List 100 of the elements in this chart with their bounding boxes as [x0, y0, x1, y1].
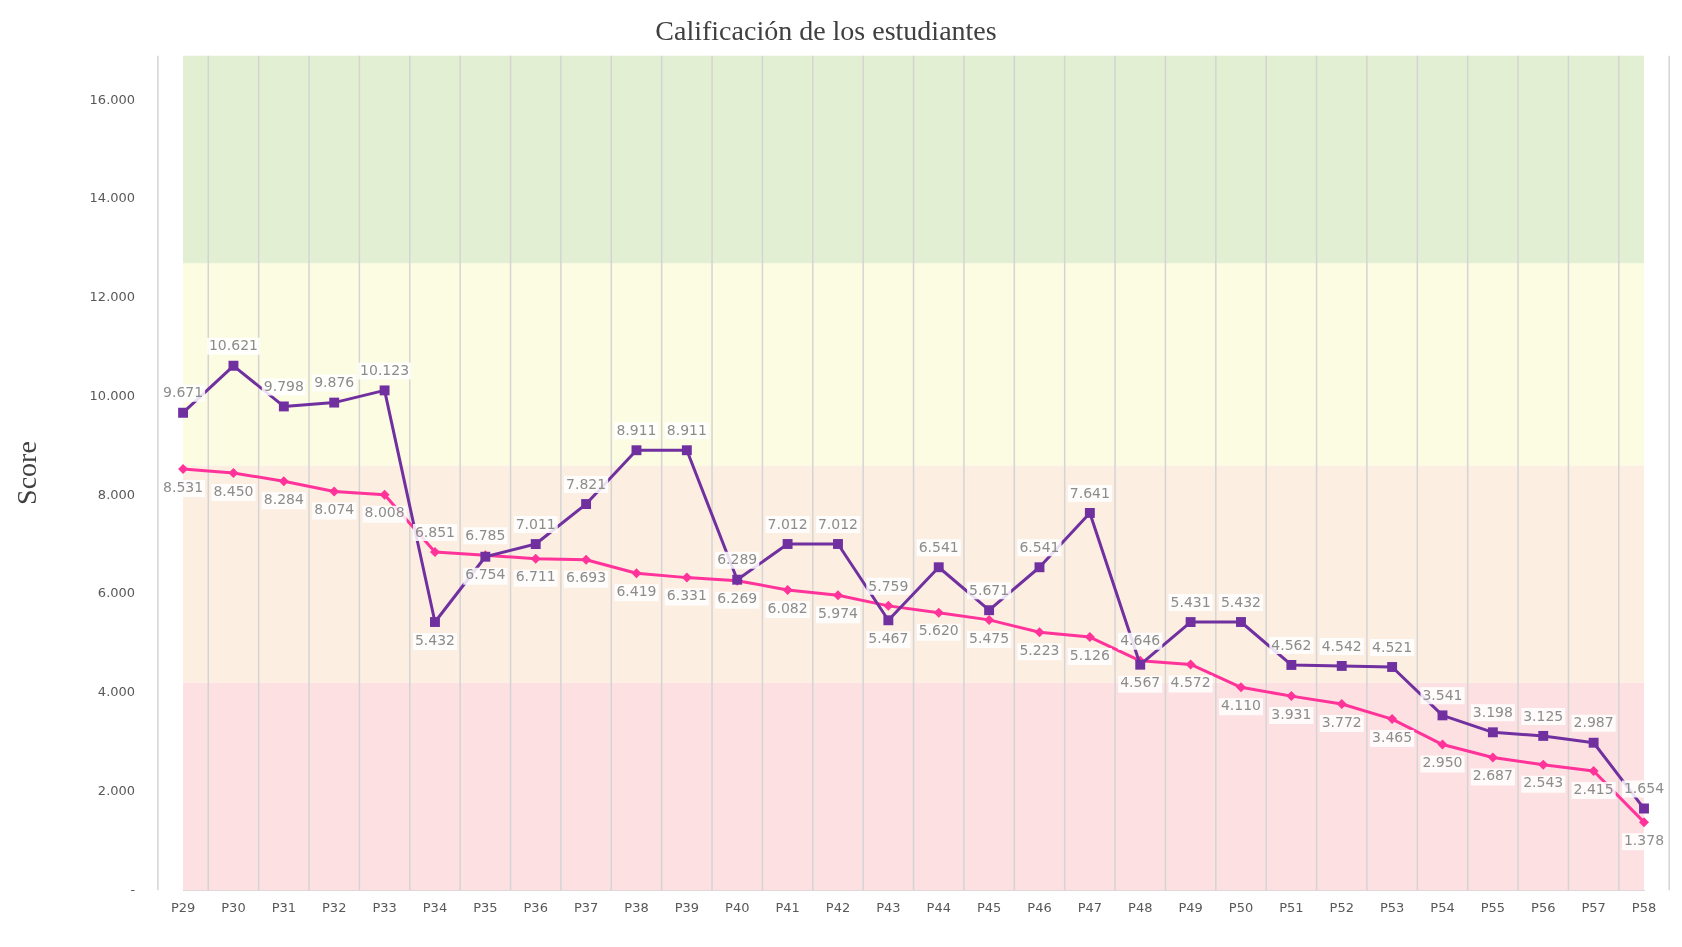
point — [984, 614, 995, 625]
point — [984, 605, 995, 616]
data-label: 1.378 — [1623, 831, 1665, 848]
data-label: 6.754 — [465, 566, 506, 583]
x-tick-label: P32 — [322, 900, 347, 916]
point — [429, 546, 440, 557]
point — [1185, 659, 1196, 670]
data-label: 3.772 — [1321, 713, 1362, 730]
point — [1538, 730, 1549, 741]
point — [1034, 562, 1045, 573]
data-label: 7.641 — [1069, 484, 1110, 501]
x-tick-label: P51 — [1279, 900, 1304, 916]
data-label: 5.974 — [817, 604, 859, 621]
x-tick-label: P41 — [775, 900, 800, 916]
point — [1235, 682, 1246, 693]
data-label: 5.475 — [969, 629, 1010, 646]
x-tick-label: P38 — [624, 900, 649, 916]
data-label: 6.851 — [414, 523, 456, 540]
point — [681, 445, 692, 456]
point — [178, 407, 189, 418]
data-label: 8.911 — [616, 421, 657, 438]
point — [278, 476, 289, 487]
data-label: 8.008 — [364, 504, 405, 521]
data-label: 6.693 — [566, 569, 607, 586]
data-label: 9.798 — [263, 378, 304, 395]
point — [782, 539, 793, 549]
data-label: 7.821 — [566, 475, 607, 492]
point — [1286, 660, 1297, 670]
x-tick-label: P55 — [1480, 900, 1506, 916]
data-label: 5.620 — [918, 622, 959, 639]
data-label: 6.785 — [465, 526, 506, 543]
data-label: 7.012 — [767, 515, 808, 532]
point — [430, 617, 440, 627]
x-tick-label: P30 — [221, 900, 246, 916]
point — [228, 360, 239, 371]
point — [581, 554, 592, 565]
data-label: 9.671 — [163, 384, 204, 401]
x-tick-label: P46 — [1027, 900, 1052, 916]
data-label: 8.284 — [263, 490, 304, 507]
point — [1639, 803, 1649, 814]
point — [1387, 714, 1398, 725]
point — [530, 539, 541, 549]
x-tick-label: P34 — [422, 900, 448, 916]
data-label: 3.541 — [1422, 687, 1463, 704]
point — [933, 562, 944, 573]
point — [681, 572, 692, 583]
point — [1336, 698, 1347, 709]
point — [1639, 817, 1649, 828]
point — [1487, 727, 1498, 738]
y-tick-label: 16.000 — [89, 91, 136, 107]
data-label: 6.541 — [1019, 538, 1060, 555]
point — [1387, 662, 1398, 672]
x-tick-label: P45 — [976, 900, 1002, 916]
point — [631, 445, 642, 456]
y-tick-label: 2.000 — [97, 782, 136, 798]
point — [1437, 739, 1448, 750]
data-label: 8.911 — [666, 421, 707, 438]
point — [782, 584, 793, 595]
x-tick-label: P43 — [876, 900, 901, 916]
data-label: 7.012 — [817, 515, 859, 532]
point — [1236, 617, 1246, 627]
x-tick-label: P58 — [1631, 900, 1657, 916]
point — [1084, 507, 1095, 518]
data-label: 4.572 — [1170, 674, 1211, 691]
point — [1588, 737, 1599, 748]
point — [933, 607, 944, 618]
x-tick-label: P29 — [170, 900, 196, 916]
x-tick-label: P49 — [1178, 900, 1203, 916]
x-tick-label: P40 — [725, 900, 750, 916]
data-label: 10.123 — [360, 362, 410, 379]
point — [329, 486, 340, 497]
data-label: 5.432 — [414, 631, 456, 648]
point — [1437, 710, 1448, 721]
data-label: 8.531 — [163, 478, 204, 495]
data-label: 4.646 — [1120, 632, 1161, 649]
x-tick-label: P50 — [1228, 900, 1254, 916]
data-label: 2.415 — [1573, 780, 1614, 797]
data-label: 5.223 — [1019, 641, 1060, 658]
x-tick-label: P37 — [573, 900, 599, 916]
x-tick-label: P57 — [1581, 900, 1606, 916]
x-tick-label: P48 — [1128, 900, 1153, 916]
y-tick-label: 12.000 — [89, 289, 136, 305]
x-tick-label: P35 — [473, 900, 498, 916]
x-tick-label: P42 — [825, 900, 851, 916]
point — [278, 401, 289, 412]
point — [631, 568, 642, 579]
y-tick-label: 10.000 — [89, 387, 136, 403]
x-tick-label: P33 — [372, 900, 397, 916]
data-label: 6.269 — [717, 590, 758, 607]
data-label: 5.431 — [1170, 593, 1211, 610]
data-label: 5.759 — [868, 577, 909, 594]
point — [1185, 617, 1196, 628]
data-label: 4.110 — [1220, 696, 1262, 713]
y-tick-label: 14.000 — [89, 190, 136, 206]
data-label: 2.687 — [1472, 767, 1513, 784]
data-label: 4.521 — [1372, 638, 1413, 655]
data-label: 6.082 — [767, 599, 808, 616]
point — [883, 600, 894, 611]
point — [1135, 659, 1146, 670]
data-label: 1.654 — [1623, 780, 1665, 797]
